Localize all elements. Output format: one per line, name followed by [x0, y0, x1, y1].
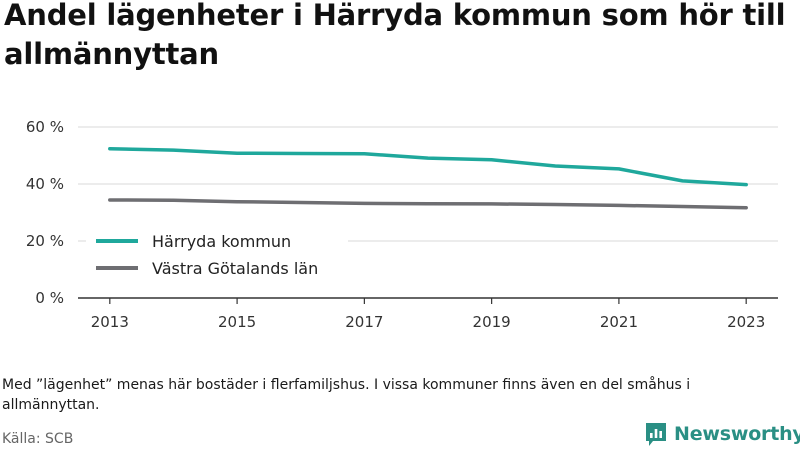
series-lines — [108, 146, 748, 210]
footnote: Med ”lägenhet” menas här bostäder i fler… — [2, 377, 691, 413]
chart-title: Andel lägenheter i Härryda kommun som hö… — [4, 0, 786, 71]
y-tick-label: 0 % — [35, 289, 64, 307]
brand-name: Newsworthy — [674, 423, 800, 445]
x-tick-label: 2021 — [600, 313, 638, 331]
newsworthy-logo-icon — [646, 423, 666, 446]
brand-logo: Newsworthy — [644, 420, 800, 448]
y-tick-label: 40 % — [26, 175, 64, 193]
line-chart: 0 % 20 % 40 % 60 % 2013 2015 2017 2019 2021 2023… — [26, 118, 778, 331]
legend-label: Härryda kommun — [152, 232, 291, 251]
grid-lines — [78, 126, 778, 242]
series-line-harryda — [108, 146, 748, 187]
x-tick-label: 2017 — [345, 313, 383, 331]
y-tick-label: 20 % — [26, 232, 64, 250]
x-tick-label: 2023 — [727, 313, 765, 331]
x-tick-label: 2013 — [91, 313, 129, 331]
legend-label: Västra Götalands län — [152, 259, 318, 278]
source-label: Källa: SCB — [2, 431, 74, 447]
x-tick-label: 2015 — [218, 313, 256, 331]
legend-background — [86, 224, 348, 280]
x-axis: 2013 2015 2017 2019 2021 2023 — [78, 297, 778, 331]
x-tick-label: 2019 — [473, 313, 511, 331]
legend: Härryda kommun Västra Götalands län — [86, 224, 348, 280]
y-tick-label: 60 % — [26, 118, 64, 136]
y-axis-ticks: 0 % 20 % 40 % 60 % — [26, 118, 64, 307]
series-line-vastra-gotaland — [108, 198, 748, 210]
